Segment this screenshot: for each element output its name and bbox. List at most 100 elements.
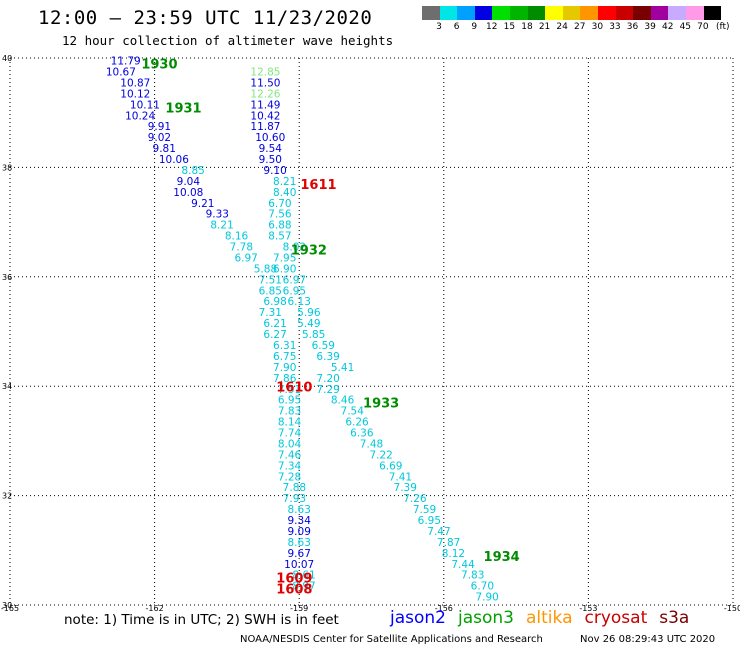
color-scale-label: 36 [626, 22, 639, 32]
wave-height-point: 9.33 [206, 209, 229, 221]
orbit-number-label: 1930 [141, 58, 177, 73]
wave-height-point: 10.11 [130, 99, 160, 111]
wave-height-point: 6.75 [273, 351, 296, 363]
wave-height-point: 9.09 [288, 526, 311, 538]
wave-height-point: 7.48 [360, 438, 383, 450]
wave-height-point: 6.13 [288, 296, 311, 308]
wave-height-point: 11.79 [111, 56, 141, 68]
wave-height-point: 6.31 [273, 340, 296, 352]
color-scale-label: 9 [471, 22, 478, 32]
wave-height-point: 7.78 [230, 242, 253, 254]
color-scale-cell: 36 [615, 6, 638, 32]
color-scale-cell: 24 [545, 6, 568, 32]
wave-height-point: 7.41 [389, 471, 412, 483]
y-tick-label: 30 [2, 601, 12, 610]
wave-height-point: 10.06 [159, 154, 189, 166]
wave-height-point: 6.70 [471, 581, 494, 593]
legend-item: jason2 [390, 608, 446, 628]
wave-height-point: 9.91 [148, 121, 171, 133]
color-scale-cell: 3 [422, 6, 442, 32]
wave-height-point: 12.26 [250, 88, 280, 100]
wave-height-point: 11.87 [250, 121, 280, 133]
wave-height-point: 8.97 [292, 581, 315, 593]
wave-height-point: 7.44 [451, 559, 475, 571]
wave-height-point: 7.51 [259, 274, 282, 286]
wave-height-point: 7.29 [316, 384, 339, 396]
footer-credit: NOAA/NESDIS Center for Satellite Applica… [240, 634, 543, 645]
wave-height-point: 9.21 [191, 198, 214, 210]
wave-height-point: 8.12 [442, 548, 465, 560]
color-scale-label: 33 [609, 22, 621, 32]
orbit-number-label: 1610 [276, 380, 312, 395]
wave-height-point: 10.60 [255, 132, 285, 144]
wave-height-point: 5.88 [254, 263, 277, 275]
color-scale-cell: 45 [668, 6, 691, 32]
wave-height-point: 7.46 [278, 449, 302, 461]
wave-height-point: 7.47 [427, 526, 450, 538]
wave-height-point: 6.97 [234, 252, 257, 264]
legend-item: altika [526, 608, 573, 628]
x-tick-label: -153 [579, 604, 597, 613]
wave-height-point: 9.81 [153, 143, 176, 155]
chart-subtitle: 12 hour collection of altimeter wave hei… [62, 33, 394, 48]
wave-height-point: 10.24 [125, 110, 155, 122]
x-tick-label: -162 [146, 604, 164, 613]
orbit-number-label: 1933 [363, 397, 399, 412]
wave-height-point: 12.85 [250, 67, 280, 79]
y-tick-label: 34 [2, 382, 12, 391]
wave-height-point: 7.56 [268, 209, 292, 221]
wave-height-point: 9.67 [288, 548, 311, 560]
legend-item: cryosat [584, 608, 648, 628]
color-scale-label: 24 [556, 22, 568, 32]
wave-height-point: 11.50 [250, 77, 280, 89]
wave-height-point: 6.59 [312, 340, 335, 352]
wave-height-point: 11.49 [250, 99, 280, 111]
orbit-number-label: 1934 [484, 550, 520, 565]
wave-height-point: 7.20 [316, 373, 339, 385]
color-scale-cell [703, 6, 722, 20]
color-scale-label: 45 [679, 22, 692, 32]
wave-height-point: 9.02 [148, 132, 171, 144]
x-tick-label: -150 [724, 604, 740, 613]
color-scale-label: 18 [521, 22, 533, 32]
wave-height-point: 6.98 [263, 296, 286, 308]
color-scale-cell: 18 [509, 6, 533, 32]
color-scale-cell: 21 [527, 6, 550, 32]
wave-height-point: 7.86 [273, 373, 297, 385]
wave-height-point: 9.34 [288, 515, 312, 527]
wave-height-point: 6.85 [259, 285, 282, 297]
wave-height-point: 8.21 [210, 220, 233, 232]
wave-height-point: 10.87 [120, 77, 150, 89]
wave-height-point: 9.54 [259, 143, 283, 155]
color-scale-cell: 30 [580, 6, 603, 32]
wave-height-point: 6.36 [350, 428, 374, 440]
y-tick-label: 36 [2, 273, 12, 282]
x-tick-label: -159 [290, 604, 308, 613]
orbit-number-label: 1609 [276, 572, 312, 587]
legend-item: s3a [659, 608, 690, 628]
color-scale-cell: 15 [492, 6, 515, 32]
wave-height-point: 8.02 [283, 242, 306, 254]
color-scale-cell: 70 [685, 6, 709, 32]
wave-height-point: 7.90 [475, 592, 498, 604]
orbit-number-label: 1931 [165, 101, 201, 116]
wave-height-point: 9.04 [177, 176, 201, 188]
wave-height-point: 7.87 [437, 537, 460, 549]
color-scale-label: 42 [661, 22, 674, 32]
color-scale-label: 39 [644, 22, 656, 32]
wave-height-point: 7.74 [278, 428, 302, 440]
wave-height-point: 6.97 [283, 274, 306, 286]
chart-title: 12:00 – 23:59 UTC 11/23/2020 [38, 7, 373, 29]
wave-height-point: 7.39 [394, 482, 417, 494]
wave-height-point: 7.95 [273, 252, 296, 264]
wave-height-point: 8.85 [181, 165, 204, 177]
wave-height-point: 9.50 [259, 154, 282, 166]
wave-height-point: 6.95 [283, 285, 306, 297]
wave-height-point: 6.27 [263, 329, 286, 341]
wave-height-point: 10.07 [284, 559, 314, 571]
y-tick-label: 38 [2, 163, 12, 172]
color-scale-cell: 6 [439, 6, 459, 32]
wave-height-point: 8.40 [273, 187, 296, 199]
color-scale-cell: 39 [633, 6, 656, 32]
wave-height-point: 10.42 [250, 110, 280, 122]
